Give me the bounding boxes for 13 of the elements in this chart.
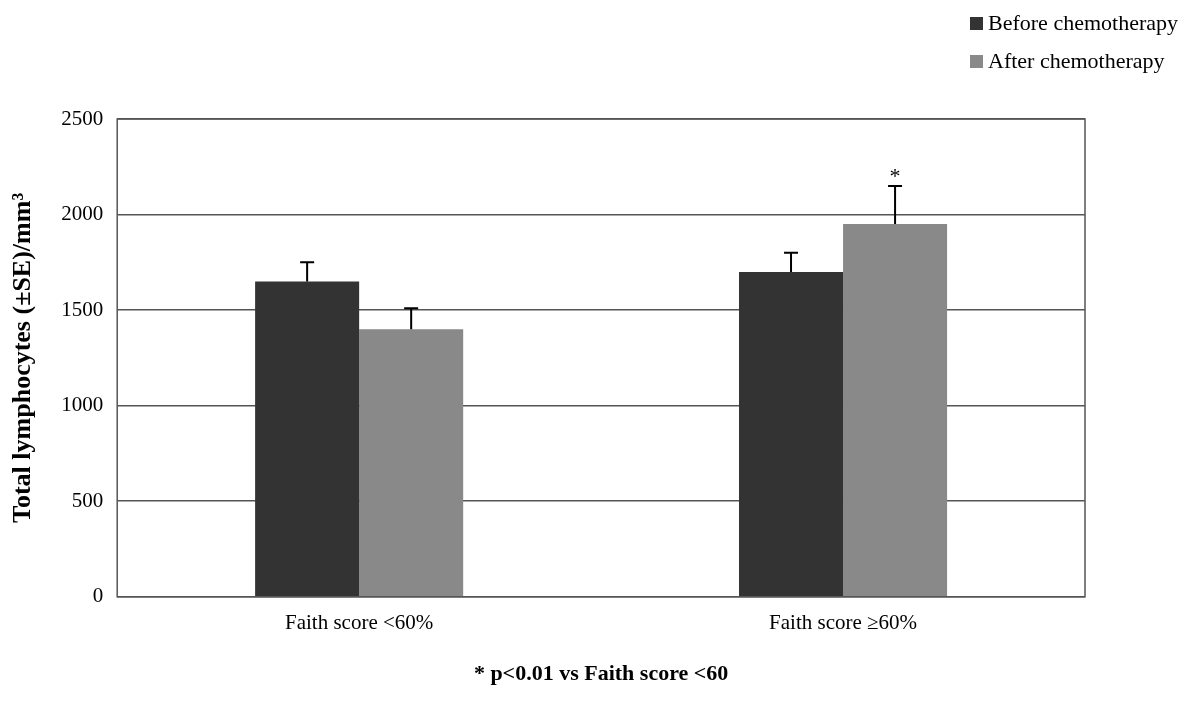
legend-label: Before chemotherapy <box>988 9 1178 37</box>
y-tick-label: 2500 <box>61 105 104 130</box>
annotation: * <box>889 162 901 188</box>
y-tick-label: 2000 <box>61 201 104 226</box>
y-tick-label: 1000 <box>61 392 104 417</box>
legend-label: After chemotherapy <box>988 47 1165 75</box>
y-tick-label: 0 <box>92 583 104 608</box>
text: * p<0.01 vs Faith score <60 <box>473 660 729 685</box>
y-axis-title: Total lymphocytes (±SE)/mm³ <box>7 192 37 524</box>
y-tick-label: 500 <box>71 487 104 512</box>
x-tick-label: Faith score <60% <box>284 609 434 634</box>
x-tick-label: Faith score ≥60% <box>769 609 918 634</box>
y-tick-label: 1500 <box>61 296 104 321</box>
